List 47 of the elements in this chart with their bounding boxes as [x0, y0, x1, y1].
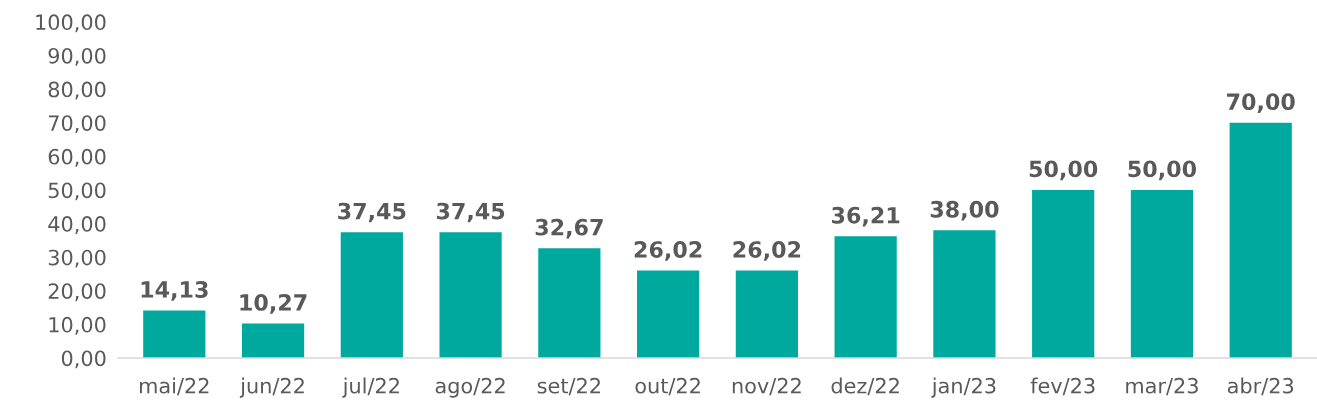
- x-tick-label: dez/22: [831, 377, 899, 396]
- x-tick-label: out/22: [635, 377, 700, 396]
- y-tick-label: 60,00: [48, 148, 106, 167]
- data-label: 37,45: [436, 202, 505, 223]
- x-tick-label: ago/22: [435, 377, 505, 398]
- x-tick-label: nov/22: [732, 377, 801, 396]
- data-label: 38,00: [930, 200, 999, 221]
- bar: [1130, 189, 1194, 359]
- x-tick-label: jun/22: [239, 377, 304, 398]
- x-tick-label: jul/22: [342, 377, 399, 398]
- x-tick-label: fev/23: [1030, 377, 1095, 396]
- data-label: 37,45: [338, 202, 406, 223]
- data-label: 32,67: [535, 218, 603, 239]
- x-tick-label: set/22: [537, 377, 600, 396]
- y-tick-label: 40,00: [48, 216, 106, 234]
- y-tick-label: 80,00: [48, 81, 106, 100]
- data-label: 26,02: [733, 241, 801, 261]
- bar: [241, 323, 305, 359]
- x-tick-label: jan/23: [931, 377, 996, 398]
- data-label: 26,02: [634, 241, 702, 261]
- y-tick-label: 50,00: [48, 182, 106, 201]
- y-tick-label: 0,00: [61, 350, 106, 369]
- bar: [143, 310, 206, 359]
- bar: [538, 248, 601, 359]
- data-label: 50,00: [1029, 160, 1098, 181]
- data-label: 70,00: [1227, 93, 1295, 113]
- data-label: 36,21: [831, 206, 900, 227]
- x-tick-label: abr/23: [1227, 377, 1294, 396]
- data-label: 14,13: [141, 281, 208, 301]
- x-tick-label: mar/23: [1126, 377, 1198, 396]
- bar: [933, 230, 996, 359]
- bar: [834, 236, 897, 359]
- y-tick-label: 20,00: [48, 283, 106, 302]
- bar: [637, 270, 700, 359]
- y-tick-label: 30,00: [48, 249, 106, 268]
- bar: [735, 270, 798, 359]
- bar: [1229, 122, 1292, 359]
- y-tick-label: 10,00: [49, 316, 106, 335]
- data-label: 10,27: [240, 294, 307, 314]
- y-tick-label: 90,00: [48, 47, 106, 66]
- bar: [340, 232, 403, 359]
- bar: [439, 232, 502, 359]
- y-tick-label: 100,00: [36, 14, 106, 33]
- data-label: 50,00: [1128, 160, 1197, 181]
- y-tick-label: 70,00: [48, 115, 106, 134]
- x-tick-label: mai/22: [140, 377, 209, 396]
- bar: [1032, 189, 1095, 359]
